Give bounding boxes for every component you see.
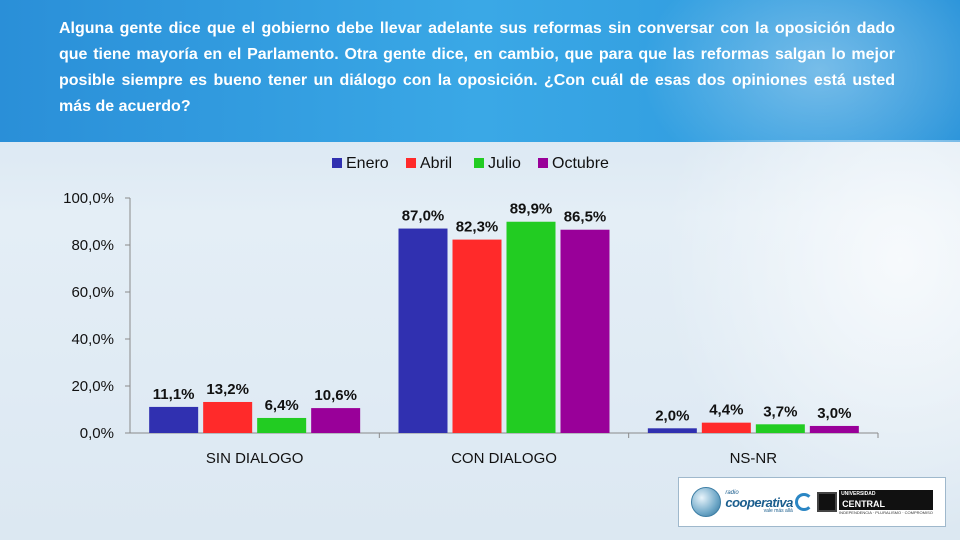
uc-emblem-icon: [817, 492, 838, 512]
y-tick-label: 80,0%: [71, 237, 114, 254]
data-label: 89,9%: [510, 201, 553, 218]
uc-name-label: CENTRAL: [839, 497, 933, 510]
bar: [452, 239, 502, 433]
bar: [701, 422, 751, 433]
y-tick-label: 20,0%: [71, 378, 114, 395]
y-tick-label: 40,0%: [71, 331, 114, 348]
sponsor-logos: radio cooperativa vale más allá UNIVERSI…: [678, 477, 946, 527]
header-banner: Alguna gente dice que el gobierno debe l…: [0, 0, 960, 142]
y-tick-label: 0,0%: [80, 425, 114, 442]
universidad-central-logo: UNIVERSIDAD CENTRAL INDEPENDENCIA · PLUR…: [817, 489, 933, 515]
cooperativa-small-label: radio: [725, 490, 739, 496]
category-label: SIN DIALOGO: [206, 450, 304, 467]
uc-motto-label: INDEPENDENCIA · PLURALISMO · COMPROMISO: [839, 509, 933, 515]
globe-logo-icon: [691, 487, 722, 517]
data-label: 10,6%: [314, 387, 357, 404]
survey-question: Alguna gente dice que el gobierno debe l…: [59, 20, 895, 115]
uc-top-label: UNIVERSIDAD: [839, 489, 933, 498]
bar-chart: 0,0% 20,0% 40,0% 60,0% 80,0% 100,0% 11,1% 13,2%…: [63, 155, 879, 467]
data-label: 2,0%: [655, 407, 689, 424]
data-label: 87,0%: [402, 208, 445, 225]
category-label: CON DIALOGO: [451, 450, 557, 467]
data-label: 11,1%: [153, 386, 195, 403]
bar: [647, 428, 697, 433]
bar: [560, 229, 610, 433]
bar: [398, 228, 448, 433]
legend-label: Enero: [346, 155, 389, 172]
data-label: 82,3%: [456, 219, 499, 236]
legend-swatch: [474, 158, 484, 168]
y-tick-label: 100,0%: [63, 190, 114, 207]
category-label: NS-NR: [730, 450, 778, 467]
legend-swatch: [406, 158, 416, 168]
y-tick-label: 60,0%: [71, 284, 114, 301]
bar: [506, 221, 556, 433]
data-label: 6,4%: [265, 397, 299, 414]
cooperativa-tagline: vale más allá: [763, 508, 793, 514]
data-label: 13,2%: [206, 381, 249, 398]
bar: [809, 425, 859, 433]
legend-label: Julio: [488, 155, 521, 172]
data-label: 3,7%: [763, 403, 797, 420]
bar: [149, 406, 199, 433]
legend-label: Octubre: [552, 155, 609, 172]
bar: [203, 401, 253, 433]
cooperativa-mark-icon: [794, 493, 813, 511]
background-glow: [660, 140, 960, 540]
data-label: 3,0%: [817, 405, 851, 422]
cooperativa-name: cooperativa: [725, 495, 793, 510]
bar: [257, 417, 307, 433]
bar: [755, 424, 805, 433]
legend-swatch: [332, 158, 342, 168]
legend-swatch: [538, 158, 548, 168]
data-label: 86,5%: [564, 209, 607, 226]
bar: [311, 408, 361, 433]
cooperativa-logo: radio cooperativa vale más allá: [725, 490, 813, 514]
data-label: 4,4%: [709, 402, 743, 419]
legend-label: Abril: [420, 155, 452, 172]
